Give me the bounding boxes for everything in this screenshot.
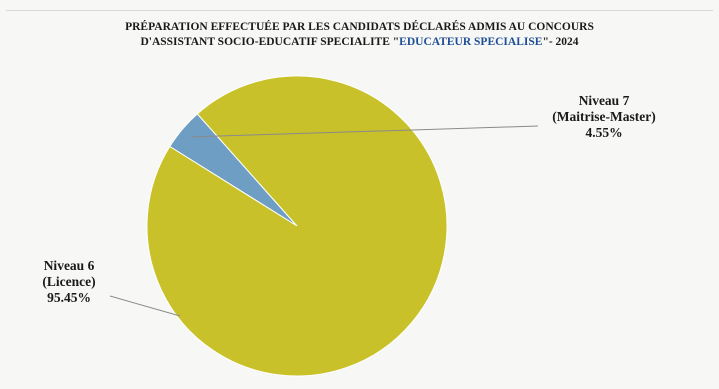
chart-title-line1: PRÉPARATION EFFECTUÉE PAR LES CANDIDATS …: [125, 21, 594, 33]
data-label-niveau-7: Niveau 7 (Maitrise-Master) 4.55%: [528, 93, 680, 141]
chart-title: PRÉPARATION EFFECTUÉE PAR LES CANDIDATS …: [0, 20, 719, 50]
chart-frame: [6, 10, 713, 383]
data-label-niveau-6-sub: (Licence): [42, 274, 96, 289]
chart-title-line2-prefix: D'ASSISTANT SOCIO-EDUCATIF SPECIALITE ": [140, 36, 400, 48]
pie-slice-niveau-6: [146, 75, 448, 377]
data-label-niveau-7-value: 4.55%: [585, 125, 623, 140]
data-label-niveau-6-name: Niveau 6: [43, 258, 95, 273]
data-label-niveau-7-sub: (Maitrise-Master): [552, 109, 656, 124]
data-label-niveau-6-value: 95.45%: [47, 290, 91, 305]
data-label-niveau-7-name: Niveau 7: [578, 93, 630, 108]
chart-title-line2-suffix: "- 2024: [542, 36, 579, 48]
chart-title-line2: D'ASSISTANT SOCIO-EDUCATIF SPECIALITE "E…: [0, 35, 719, 50]
chart-title-highlight: EDUCATEUR SPECIALISE: [399, 36, 543, 48]
data-label-niveau-6: Niveau 6 (Licence) 95.45%: [14, 258, 124, 306]
leader-line-niveau-7: [191, 125, 539, 138]
leader-line-niveau-6: [109, 295, 181, 317]
